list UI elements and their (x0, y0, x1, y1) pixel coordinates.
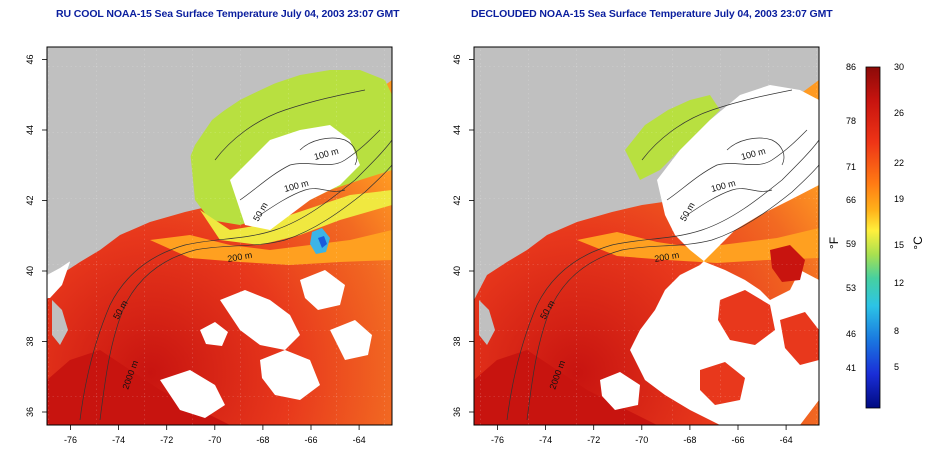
celsius-tick-label: 8 (894, 326, 899, 336)
left-contours (79, 89, 392, 421)
x-axis-tick-label: -64 (780, 435, 793, 445)
celsius-tick-label: 30 (894, 62, 904, 72)
colorbar-ticks: 86 78 71 66 59 53 46 41 30 26 22 19 15 12 8 5 (846, 62, 904, 373)
celsius-tick-label: 12 (894, 278, 904, 288)
colorbar-gradient (865, 66, 881, 409)
left-map-title: RU COOL NOAA-15 Sea Surface Temperature … (56, 8, 400, 20)
x-axis-tick-label: -68 (683, 435, 696, 445)
y-axis-tick-label: 44 (452, 125, 462, 135)
fahrenheit-tick-label: 41 (846, 363, 856, 373)
fahrenheit-tick-label: 53 (846, 283, 856, 293)
fahrenheit-tick-label: 71 (846, 162, 856, 172)
x-axis-tick-label: -76 (491, 435, 504, 445)
fahrenheit-unit: °F (827, 237, 841, 249)
fahrenheit-tick-label: 78 (846, 116, 856, 126)
left-map-frame (46, 46, 393, 426)
x-axis-tick-label: -74 (112, 435, 125, 445)
x-axis-tick-label: -72 (160, 435, 173, 445)
celsius-tick-label: 15 (894, 240, 904, 250)
right-map-title: DECLOUDED NOAA-15 Sea Surface Temperatur… (471, 8, 833, 20)
x-axis-tick-label: -66 (304, 435, 317, 445)
y-axis-tick-label: 42 (25, 195, 35, 205)
x-axis-tick-label: -74 (539, 435, 552, 445)
y-axis-tick-label: 38 (25, 336, 35, 346)
y-axis-tick-label: 36 (25, 407, 35, 417)
right-map-frame (473, 46, 820, 426)
celsius-tick-label: 5 (894, 362, 899, 372)
celsius-unit: °C (911, 236, 925, 250)
y-axis-tick-label: 38 (452, 336, 462, 346)
y-axis-tick-label: 40 (452, 266, 462, 276)
contour-label: 200 m (227, 250, 253, 264)
celsius-tick-label: 19 (894, 194, 904, 204)
y-axis-tick-label: 46 (452, 54, 462, 64)
x-axis-tick-label: -66 (731, 435, 744, 445)
x-axis-tick-label: -68 (256, 435, 269, 445)
right-map (474, 47, 819, 425)
y-axis-tick-label: 40 (25, 266, 35, 276)
y-axis-tick-label: 44 (25, 125, 35, 135)
y-axis-tick-label: 36 (452, 407, 462, 417)
contour-label: 200 m (654, 250, 680, 264)
x-axis-tick-label: -72 (587, 435, 600, 445)
x-axis-tick-label: -70 (208, 435, 221, 445)
axes-layer: -76 -74 -72 -70 -68 -66 -64 36 38 40 42 44 46 -76 -74 -… (25, 54, 793, 445)
fahrenheit-tick-label: 86 (846, 62, 856, 72)
right-contours (506, 89, 819, 421)
fahrenheit-tick-label: 46 (846, 329, 856, 339)
celsius-tick-label: 26 (894, 108, 904, 118)
fahrenheit-tick-label: 59 (846, 239, 856, 249)
fahrenheit-tick-label: 66 (846, 195, 856, 205)
x-axis-tick-label: -76 (64, 435, 77, 445)
x-axis-tick-label: -64 (353, 435, 366, 445)
celsius-tick-label: 22 (894, 158, 904, 168)
y-axis-tick-label: 42 (452, 195, 462, 205)
y-axis-tick-label: 46 (25, 54, 35, 64)
colorbar: 86 78 71 66 59 53 46 41 30 26 22 19 15 12 8 5 °F °C (827, 62, 925, 409)
left-map (47, 47, 392, 425)
x-axis-tick-label: -70 (635, 435, 648, 445)
